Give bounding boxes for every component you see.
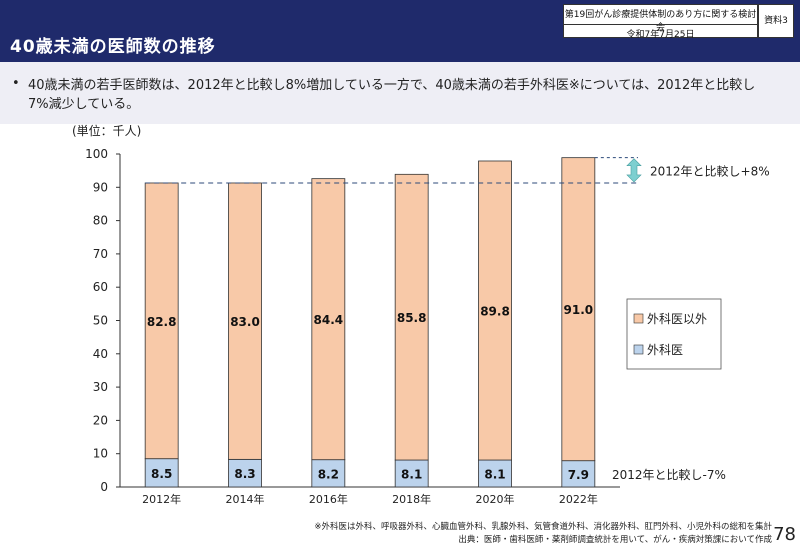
y-tick-label: 100: [85, 147, 108, 161]
footnote-definition: ※外科医は外科、呼吸器外科、心臓血管外科、乳腺外科、気管食道外科、消化器外科、肛…: [314, 522, 772, 532]
meeting-info-box: 第19回がん診療提供体制のあり方に関する検討会 令和7年7月25日: [563, 4, 758, 40]
annotation-total-change: 2012年と比較し+8%: [650, 163, 770, 178]
data-label-non-surgeon: 83.0: [230, 315, 260, 329]
x-tick-label: 2012年: [142, 492, 181, 506]
unit-label: (単位：千人): [72, 123, 141, 138]
y-tick-label: 10: [93, 447, 108, 461]
y-tick-label: 0: [100, 480, 108, 494]
y-tick-label: 80: [93, 214, 108, 228]
legend-box: [626, 298, 722, 370]
bar-surgeon: [394, 459, 429, 488]
double-arrow-icon: [626, 158, 642, 183]
legend-label-non-surgeon: 外科医以外: [647, 312, 707, 326]
data-label-surgeon: 8.5: [151, 467, 172, 481]
data-label-surgeon: 8.2: [318, 467, 339, 481]
bar-non-surgeon: [394, 173, 429, 461]
data-label-non-surgeon: 91.0: [564, 303, 594, 317]
data-label-non-surgeon: 84.4: [314, 313, 344, 327]
annotation-surgeon-change: 2012年と比較し-7%: [612, 467, 726, 482]
bar-non-surgeon: [228, 182, 262, 460]
y-tick-label: 20: [93, 413, 108, 427]
y-tick-label: 40: [93, 347, 108, 361]
bar-non-surgeon: [311, 178, 346, 461]
data-label-non-surgeon: 85.8: [397, 311, 427, 325]
footnote-source: 出典：医師・歯科医師・薬剤師調査統計を用いて、がん・疾病対策課において作成: [458, 535, 772, 545]
data-label-non-surgeon: 82.8: [147, 315, 177, 329]
bar-surgeon: [561, 460, 596, 488]
footnote: ※外科医は外科、呼吸器外科、心臓血管外科、乳腺外科、気管食道外科、消化器外科、肛…: [314, 521, 772, 547]
x-tick-label: 2022年: [559, 492, 598, 506]
x-tick-label: 2016年: [309, 492, 348, 506]
y-tick-label: 90: [93, 180, 108, 194]
legend-label-surgeon: 外科医: [647, 343, 683, 357]
bar-non-surgeon: [561, 157, 596, 462]
x-tick-label: 2018年: [392, 492, 431, 506]
y-tick-label: 60: [93, 280, 108, 294]
bar-non-surgeon: [478, 160, 512, 461]
stacked-bar-chart: (単位：千人) 0 10 20 30 40 50 60 70 80 90 100 8.5 82.8 2012…: [72, 123, 770, 506]
data-label-non-surgeon: 89.8: [480, 305, 510, 319]
bar-surgeon: [311, 459, 346, 488]
y-tick-label: 70: [93, 247, 108, 261]
meeting-date: 令和7年7月25日: [564, 24, 757, 40]
legend-swatch-non-surgeon: [633, 313, 644, 324]
summary-text: 40歳未満の若手医師数は、2012年と比較し8%増加している一方で、40歳未満の…: [28, 78, 756, 112]
bar-surgeon: [228, 458, 262, 488]
summary-bullet: •: [12, 76, 20, 91]
data-label-surgeon: 8.1: [484, 468, 505, 482]
x-tick-label: 2020年: [476, 492, 515, 506]
data-label-surgeon: 8.1: [401, 468, 422, 482]
page-title: 40歳未満の医師数の推移: [10, 37, 216, 57]
y-tick-label: 30: [93, 380, 108, 394]
data-label-surgeon: 8.3: [234, 467, 255, 481]
y-tick-label: 50: [93, 314, 108, 328]
legend-swatch-surgeon: [633, 344, 644, 355]
x-tick-label: 2014年: [226, 492, 265, 506]
bar-surgeon: [144, 458, 179, 488]
bar-non-surgeon: [144, 182, 179, 460]
summary-box: • 40歳未満の若手医師数は、2012年と比較し8%増加している一方で、40歳未…: [0, 62, 800, 124]
data-label-surgeon: 7.9: [568, 468, 589, 482]
meeting-name: 第19回がん診療提供体制のあり方に関する検討会: [564, 10, 757, 33]
page-number: 78: [773, 524, 796, 545]
document-label: 資料3: [758, 4, 794, 38]
bar-surgeon: [478, 459, 512, 488]
